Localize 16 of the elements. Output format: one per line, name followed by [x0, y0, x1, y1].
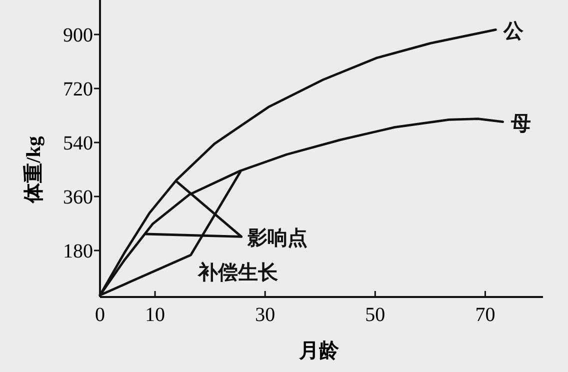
series-label: 公: [502, 20, 525, 43]
x-tick-label: 0: [95, 304, 105, 326]
y-axis-title: 体重/kg: [22, 136, 45, 204]
x-tick-label: 50: [365, 304, 386, 326]
series-label: 影响点: [246, 228, 308, 250]
x-tick-label: 70: [475, 304, 496, 326]
x-tick-label: 10: [145, 304, 166, 326]
series-label: 母: [510, 112, 531, 135]
y-tick-label: 720: [63, 78, 93, 100]
y-tick-label: 360: [63, 186, 93, 208]
x-tick-label: 30: [255, 304, 276, 326]
x-axis-title: 月龄: [298, 340, 340, 362]
y-tick-label: 180: [63, 240, 93, 262]
series-label: 补偿生长: [196, 261, 279, 284]
y-tick-label: 540: [63, 132, 93, 154]
y-tick-label: 900: [63, 24, 93, 46]
